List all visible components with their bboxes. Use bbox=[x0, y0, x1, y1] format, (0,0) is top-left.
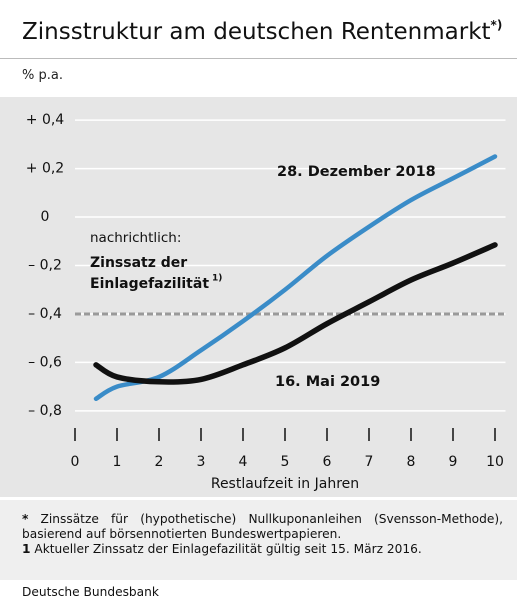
x-tick-label: 1 bbox=[113, 454, 122, 470]
footnote: 1 Aktueller Zinssatz der Einlagefazilitä… bbox=[0, 542, 517, 557]
series-label: 28. Dezember 2018 bbox=[277, 164, 436, 180]
y-tick-label: – 0,6 bbox=[28, 354, 62, 370]
title-note: *) bbox=[490, 18, 503, 32]
reference-intro: nachrichtlich: bbox=[90, 230, 181, 246]
y-tick-label: – 0,2 bbox=[28, 258, 62, 274]
reference-note: 1) bbox=[212, 274, 222, 284]
footnotes: * Zinssätze für (hypothetische) Nullkupo… bbox=[0, 500, 517, 580]
x-tick-label: 3 bbox=[197, 454, 206, 470]
y-tick-label: + 0,2 bbox=[26, 161, 64, 177]
x-tick-label: 7 bbox=[365, 454, 374, 470]
title-text: Zinsstruktur am deutschen Rentenmarkt bbox=[22, 19, 491, 45]
x-tick-label: 4 bbox=[239, 454, 248, 470]
series-line bbox=[93, 242, 498, 385]
plot-panel bbox=[0, 97, 517, 497]
x-tick-label: 6 bbox=[323, 454, 332, 470]
divider bbox=[0, 58, 517, 59]
reference-label: Einlagefazilität bbox=[90, 276, 209, 292]
x-tick-label: 9 bbox=[449, 454, 458, 470]
footnote: * Zinssätze für (hypothetische) Nullkupo… bbox=[0, 500, 517, 542]
footnote-marker: * bbox=[22, 512, 29, 526]
chart-title: Zinsstruktur am deutschen Rentenmarkt*) bbox=[22, 18, 502, 45]
footnote-marker: 1 bbox=[22, 542, 31, 556]
y-tick-label: – 0,8 bbox=[28, 403, 62, 419]
series-label: 16. Mai 2019 bbox=[275, 374, 380, 390]
x-tick-label: 10 bbox=[486, 454, 504, 470]
y-tick-label: 0 bbox=[41, 209, 50, 225]
x-tick-label: 0 bbox=[71, 454, 80, 470]
chart: + 0,4 + 0,2 0 – 0,2 – 0,4 – 0,6 – 0,8 0 1 2 3 4 5 6 7 8… bbox=[0, 97, 517, 497]
x-tick-label: 8 bbox=[407, 454, 416, 470]
source: Deutsche Bundesbank bbox=[22, 585, 159, 599]
footnote-text: Zinssätze für (hypothetische) Nullkupona… bbox=[22, 512, 503, 541]
reference-label: Zinssatz der bbox=[90, 255, 187, 271]
subtitle: % p.a. bbox=[22, 68, 63, 83]
x-axis-label: Restlaufzeit in Jahren bbox=[211, 476, 359, 492]
x-tick-label: 5 bbox=[281, 454, 290, 470]
y-tick-label: – 0,4 bbox=[28, 306, 62, 322]
x-tick-label: 2 bbox=[155, 454, 164, 470]
footnote-text: Aktueller Zinssatz der Einlagefazilität … bbox=[34, 542, 422, 556]
y-tick-label: + 0,4 bbox=[26, 112, 65, 128]
